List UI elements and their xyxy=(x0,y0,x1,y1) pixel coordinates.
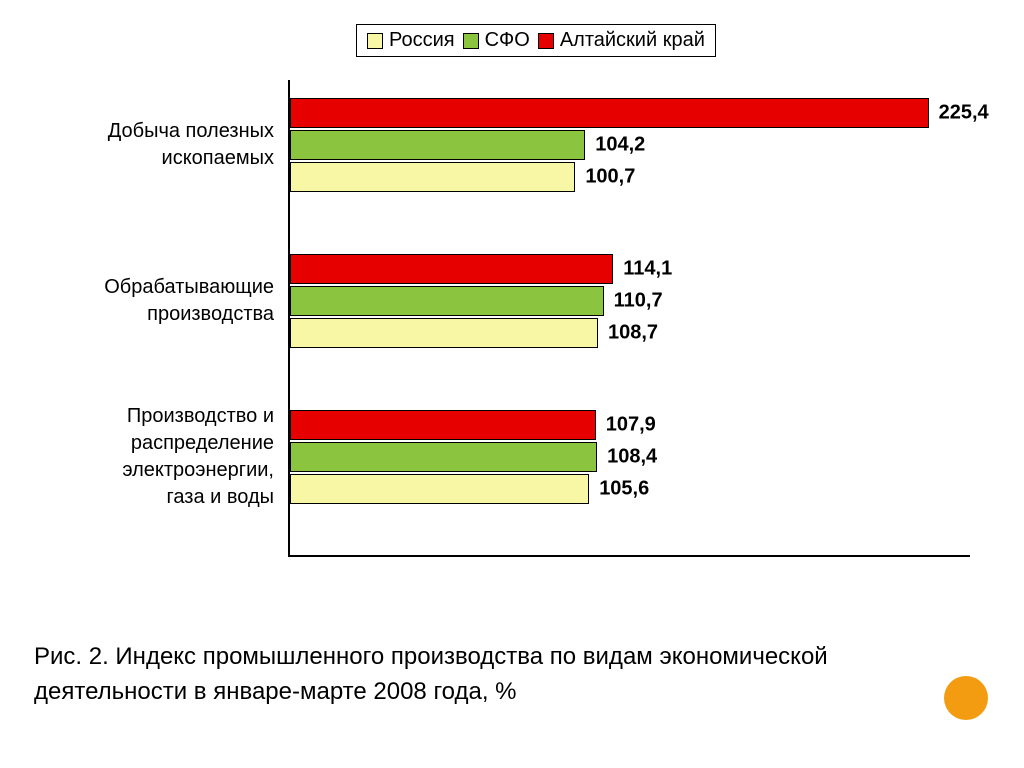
bar-russia xyxy=(290,162,575,192)
chart-legend: Россия СФО Алтайский край xyxy=(356,24,716,57)
legend-swatch-altai xyxy=(538,33,554,49)
legend-item-sfo: СФО xyxy=(463,29,530,52)
legend-item-russia: Россия xyxy=(367,29,455,52)
legend-swatch-sfo xyxy=(463,33,479,49)
bar-value-label: 108,7 xyxy=(608,322,658,345)
legend-swatch-russia xyxy=(367,33,383,49)
decorative-dot xyxy=(944,676,988,720)
bar-russia xyxy=(290,474,589,504)
bar-value-label: 114,1 xyxy=(623,258,672,281)
bar-value-label: 225,4 xyxy=(939,102,989,125)
bar-altai xyxy=(290,98,929,128)
bar-value-label: 104,2 xyxy=(595,134,645,157)
bar-value-label: 100,7 xyxy=(585,166,635,189)
figure-caption: Рис. 2. Индекс промышленного производств… xyxy=(34,640,914,710)
bar-sfo xyxy=(290,286,604,316)
bar-russia xyxy=(290,318,598,348)
category-label: Производство и распределение электроэнер… xyxy=(34,403,274,511)
bar-value-label: 107,9 xyxy=(606,414,656,437)
bar-value-label: 105,6 xyxy=(599,478,649,501)
bar-value-label: 110,7 xyxy=(614,290,663,313)
bar-sfo xyxy=(290,130,585,160)
bar-sfo xyxy=(290,442,597,472)
category-label: Обрабатывающие производства xyxy=(34,274,274,328)
bar-altai xyxy=(290,410,596,440)
legend-label-russia: Россия xyxy=(389,29,455,52)
legend-label-altai: Алтайский край xyxy=(560,29,705,52)
category-label: Добыча полезных ископаемых xyxy=(34,118,274,172)
legend-label-sfo: СФО xyxy=(485,29,530,52)
bar-value-label: 108,4 xyxy=(607,446,657,469)
bar-altai xyxy=(290,254,613,284)
legend-item-altai: Алтайский край xyxy=(538,29,705,52)
bar-chart: 225,4104,2100,7114,1110,7108,7107,9108,4… xyxy=(288,80,970,557)
page: Россия СФО Алтайский край 225,4 104,2 100,… xyxy=(0,0,1024,768)
